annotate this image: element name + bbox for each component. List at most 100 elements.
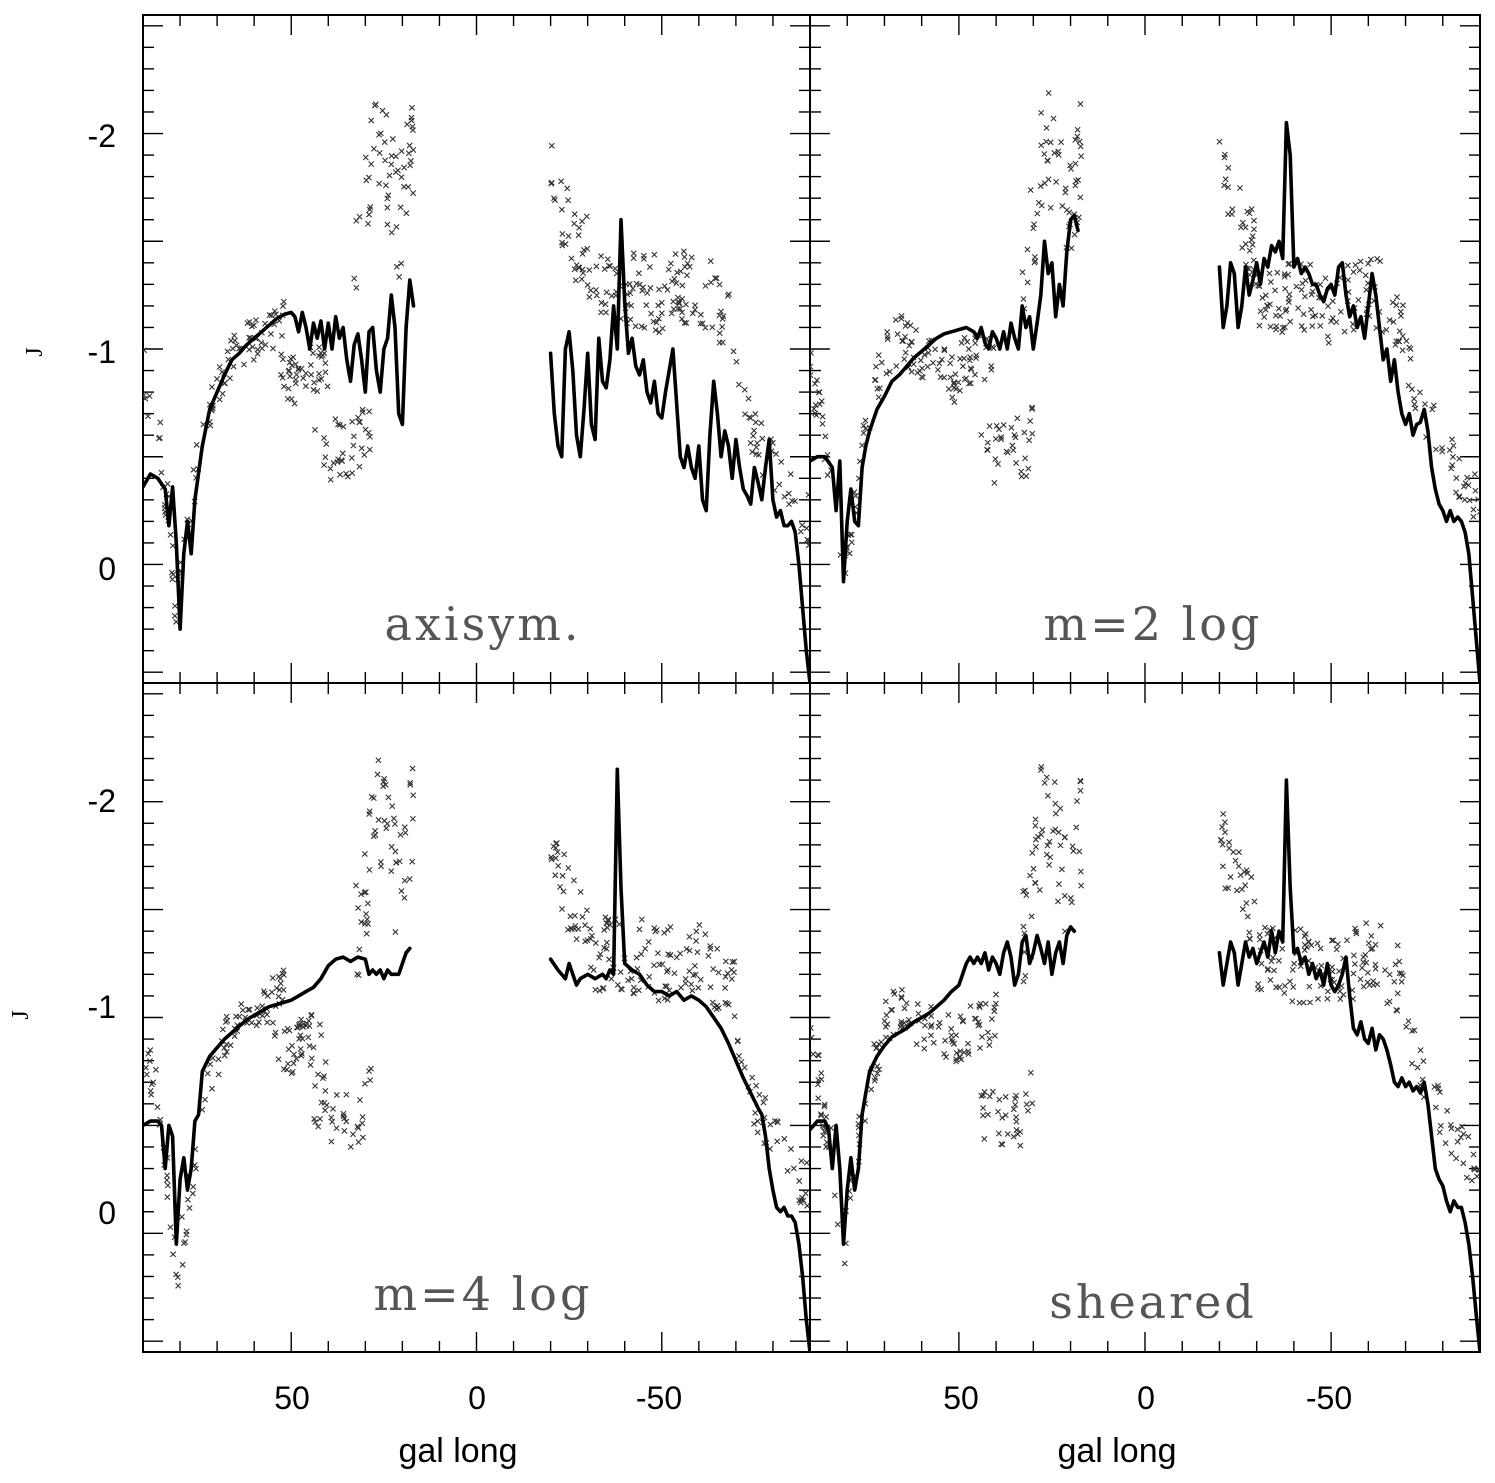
observed-point [1068, 245, 1075, 252]
observed-point [1472, 487, 1479, 494]
observed-point [394, 167, 401, 174]
observed-point [296, 1023, 303, 1030]
observed-point [1024, 246, 1031, 253]
observed-point [632, 323, 639, 330]
observed-point [1267, 279, 1274, 286]
observed-point [1018, 473, 1025, 480]
observed-point [552, 855, 559, 862]
observed-point [1233, 887, 1240, 894]
observed-point [1046, 861, 1053, 868]
observed-point [992, 1000, 999, 1007]
observed-point [1222, 176, 1229, 183]
observed-point [998, 436, 1005, 443]
observed-point [862, 417, 869, 424]
observed-point [1344, 937, 1350, 944]
observed-point [686, 263, 693, 270]
observed-point [810, 1051, 817, 1058]
observed-point [957, 1048, 964, 1055]
observed-point [750, 432, 757, 439]
observed-point [1295, 305, 1302, 312]
observed-point [1279, 329, 1286, 336]
observed-point [742, 411, 749, 418]
observed-point [677, 268, 684, 275]
observed-point [771, 1118, 778, 1125]
observed-point [278, 351, 285, 358]
observed-point [682, 980, 689, 987]
observed-point [1004, 449, 1011, 456]
observed-point [398, 174, 405, 181]
observed-point [264, 1019, 271, 1026]
observed-point [902, 349, 909, 356]
observed-point [1391, 978, 1398, 985]
observed-point [1012, 1101, 1019, 1108]
observed-point [1256, 931, 1263, 938]
observed-point [314, 388, 321, 395]
observed-point [401, 824, 408, 831]
observed-point [1044, 157, 1051, 164]
observed-point [359, 1114, 366, 1121]
observed-point [1025, 465, 1032, 472]
observed-point [298, 1016, 305, 1023]
observed-point [1350, 970, 1357, 977]
observed-point [980, 1092, 987, 1099]
observed-point [1032, 816, 1039, 823]
observed-point [1239, 906, 1246, 913]
observed-point [388, 161, 395, 168]
observed-point [945, 1011, 952, 1018]
observed-point [408, 117, 415, 124]
panel-frame-m2-log [809, 14, 1481, 684]
observed-point [1266, 301, 1273, 308]
observed-point [548, 142, 555, 149]
observed-point [1279, 945, 1286, 952]
observed-point [154, 1104, 161, 1111]
observed-point [401, 183, 408, 190]
observed-point [1454, 1126, 1461, 1133]
observed-point [679, 309, 686, 316]
observed-point [647, 284, 654, 291]
observed-point [1237, 224, 1244, 231]
observed-point [586, 294, 593, 301]
observed-point [596, 987, 603, 994]
panel-label-sheared: sheared [1049, 1275, 1257, 1329]
observed-point [1073, 824, 1080, 831]
observed-point [914, 1001, 921, 1008]
observed-point [1325, 339, 1332, 346]
observed-point [1067, 895, 1074, 902]
observed-point [559, 239, 565, 246]
observed-point [672, 251, 679, 258]
observed-point [818, 1112, 825, 1119]
observed-point [883, 370, 890, 377]
observed-point [716, 330, 723, 337]
observed-point [152, 1066, 159, 1073]
observed-point [1022, 455, 1029, 462]
observed-point [407, 157, 414, 164]
observed-point [1285, 261, 1292, 268]
observed-point [1036, 886, 1043, 893]
observed-point [150, 1079, 157, 1086]
observed-point [751, 427, 758, 434]
observed-point [575, 264, 582, 271]
observed-point [361, 451, 368, 458]
observed-point [894, 331, 901, 338]
y-tick-label-top-m1: -1 [88, 334, 116, 370]
observed-point [1074, 798, 1081, 805]
observed-point [366, 866, 373, 873]
observed-point [778, 458, 785, 465]
observed-point [1399, 347, 1406, 354]
observed-point [570, 877, 577, 884]
observed-point [1027, 1069, 1034, 1076]
observed-point [722, 984, 729, 991]
observed-point [1275, 305, 1282, 312]
observed-point [284, 1060, 291, 1067]
observed-point [1456, 455, 1463, 462]
observed-point [349, 418, 356, 425]
observed-point [1262, 292, 1269, 299]
observed-point [635, 987, 642, 994]
observed-point [1448, 1150, 1455, 1157]
observed-point [317, 1115, 323, 1122]
observed-point [1069, 843, 1076, 850]
observed-point [1365, 940, 1372, 947]
observed-point [410, 792, 417, 799]
observed-point [1037, 767, 1044, 774]
observed-point [986, 1093, 993, 1100]
